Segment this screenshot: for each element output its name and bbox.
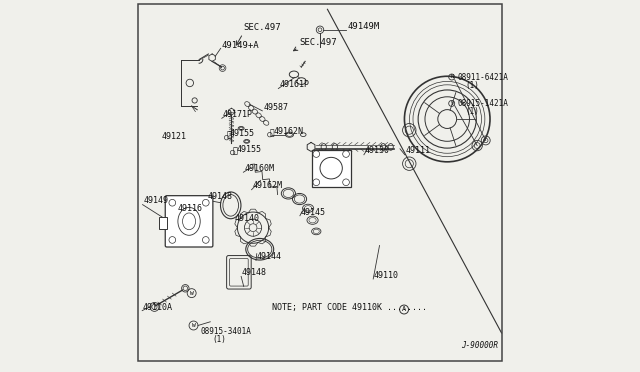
Text: 49140: 49140: [234, 214, 259, 223]
Text: 49587: 49587: [264, 103, 289, 112]
Text: (1): (1): [212, 335, 226, 344]
Text: 08911-6421A: 08911-6421A: [458, 73, 509, 82]
Text: W: W: [190, 291, 194, 296]
Text: 49149+A: 49149+A: [221, 41, 259, 50]
FancyBboxPatch shape: [159, 217, 168, 228]
Text: ⒪: ⒪: [270, 128, 275, 137]
Text: ⒪: ⒪: [227, 131, 232, 140]
Text: 49110: 49110: [374, 271, 399, 280]
Text: 49162M: 49162M: [252, 182, 282, 190]
Text: 49111: 49111: [406, 147, 431, 155]
Text: 08915-1421A: 08915-1421A: [458, 99, 509, 108]
Text: A: A: [402, 307, 406, 312]
Text: SEC.497: SEC.497: [300, 38, 337, 46]
Text: 49144: 49144: [257, 252, 282, 261]
Text: 08915-3401A: 08915-3401A: [200, 327, 251, 336]
Text: 49121: 49121: [161, 132, 186, 141]
Text: W: W: [191, 323, 195, 328]
Text: 49162N: 49162N: [273, 127, 303, 136]
FancyBboxPatch shape: [165, 196, 213, 247]
Text: NOTE; PART CODE 49110K ........: NOTE; PART CODE 49110K ........: [271, 302, 427, 311]
Text: 49161P: 49161P: [279, 80, 309, 89]
Text: 49155: 49155: [236, 145, 261, 154]
Text: 49155: 49155: [230, 129, 255, 138]
Text: 49130: 49130: [365, 147, 390, 155]
Text: 49148: 49148: [207, 192, 233, 201]
Text: 49149M: 49149M: [348, 22, 380, 31]
Text: 49148: 49148: [242, 268, 267, 277]
FancyBboxPatch shape: [312, 150, 351, 187]
Text: V: V: [451, 101, 454, 106]
Text: J-90000R: J-90000R: [461, 341, 499, 350]
Text: N: N: [450, 74, 454, 80]
Text: ⒪: ⒪: [232, 147, 237, 155]
Text: 49116: 49116: [178, 204, 203, 213]
Text: (1): (1): [465, 107, 479, 116]
Text: (1): (1): [465, 81, 479, 90]
Text: 49171P: 49171P: [223, 110, 253, 119]
Text: 49160M: 49160M: [244, 164, 274, 173]
Text: SEC.497: SEC.497: [244, 23, 282, 32]
Text: 49145: 49145: [301, 208, 326, 217]
Text: 49110A: 49110A: [142, 303, 172, 312]
Text: 49149: 49149: [143, 196, 168, 205]
